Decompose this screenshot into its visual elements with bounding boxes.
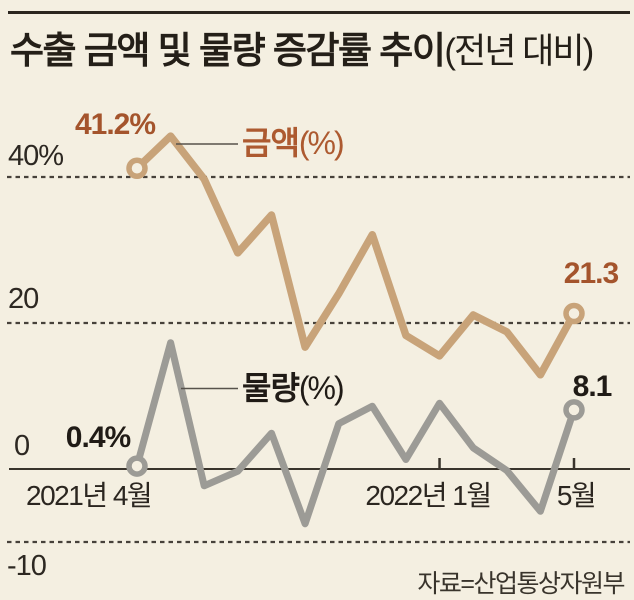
money-start-marker bbox=[126, 157, 148, 179]
chart-title-suffix: (전년 대비) bbox=[444, 32, 594, 71]
money-end-marker bbox=[563, 302, 585, 325]
top-border-rule bbox=[8, 11, 630, 14]
volume-end-marker bbox=[563, 399, 585, 421]
volume-line bbox=[133, 339, 578, 528]
money-line bbox=[134, 132, 578, 379]
chart-title-main: 수출 금액 및 물량 증감률 추이 bbox=[10, 30, 446, 71]
chart-title: 수출 금액 및 물량 증감률 추이(전년 대비) bbox=[10, 30, 594, 73]
source-credit: 자료=산업통상자원부 bbox=[417, 570, 625, 598]
volume-start-marker bbox=[126, 455, 148, 477]
